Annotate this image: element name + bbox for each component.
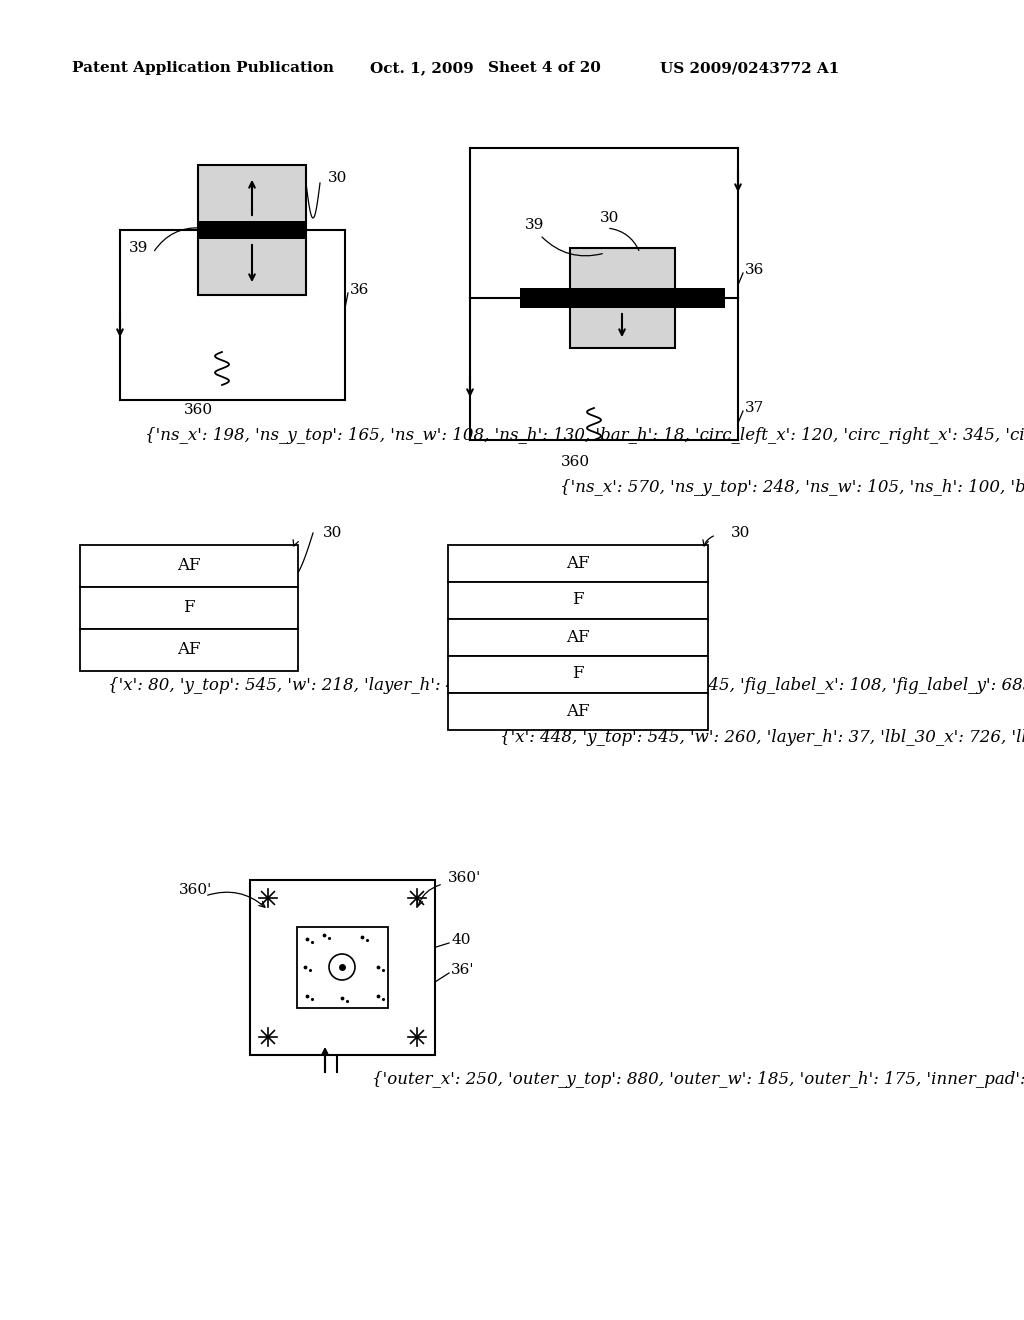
Bar <box>250 880 435 1055</box>
Text: {'x': 80, 'y_top': 545, 'w': 218, 'layer_h': 42, 'lbl_30_x': 318, 'lbl_30_y': 54: {'x': 80, 'y_top': 545, 'w': 218, 'layer… <box>108 676 1024 693</box>
Text: {'outer_x': 250, 'outer_y_top': 880, 'outer_w': 185, 'outer_h': 175, 'inner_pad': {'outer_x': 250, 'outer_y_top': 880, 'ou… <box>372 1072 1024 1089</box>
Bar <box>449 582 708 619</box>
Text: 360: 360 <box>183 403 213 417</box>
Bar <box>449 619 708 656</box>
Text: Sheet 4 of 20: Sheet 4 of 20 <box>488 61 601 75</box>
Text: F: F <box>572 591 584 609</box>
Text: F: F <box>572 665 584 682</box>
Text: 37: 37 <box>745 401 764 414</box>
Text: AF: AF <box>566 628 590 645</box>
Text: 39: 39 <box>525 218 545 232</box>
Bar <box>198 165 306 294</box>
Bar <box>80 630 298 671</box>
Text: {'x': 448, 'y_top': 545, 'w': 260, 'layer_h': 37, 'lbl_30_x': 726, 'lbl_30_y': 5: {'x': 448, 'y_top': 545, 'w': 260, 'laye… <box>500 730 1024 747</box>
Text: 30: 30 <box>328 172 347 185</box>
Text: Oct. 1, 2009: Oct. 1, 2009 <box>370 61 474 75</box>
Bar <box>570 248 675 348</box>
Text: 360': 360' <box>449 871 481 884</box>
Text: 30: 30 <box>323 525 342 540</box>
Text: 360': 360' <box>178 883 212 898</box>
Text: 36: 36 <box>745 263 764 277</box>
Text: 30: 30 <box>731 525 751 540</box>
Bar <box>449 656 708 693</box>
Text: AF: AF <box>177 557 201 574</box>
Text: {'ns_x': 570, 'ns_y_top': 248, 'ns_w': 105, 'ns_h': 100, 'bar_h': 20, 'bar_ext':: {'ns_x': 570, 'ns_y_top': 248, 'ns_w': 1… <box>560 479 1024 496</box>
Text: 360: 360 <box>560 455 590 469</box>
Bar <box>80 545 298 587</box>
Text: 40: 40 <box>451 933 470 946</box>
Text: AF: AF <box>566 702 590 719</box>
Bar <box>80 587 298 630</box>
Text: AF: AF <box>177 642 201 659</box>
Bar <box>520 288 725 308</box>
Text: 36': 36' <box>451 964 474 977</box>
Bar <box>198 220 306 239</box>
Text: 36: 36 <box>350 282 370 297</box>
Text: 30: 30 <box>600 211 620 224</box>
Text: US 2009/0243772 A1: US 2009/0243772 A1 <box>660 61 840 75</box>
Text: F: F <box>183 599 195 616</box>
Bar <box>570 308 675 348</box>
Bar <box>449 693 708 730</box>
Bar <box>198 165 306 220</box>
Text: Patent Application Publication: Patent Application Publication <box>72 61 334 75</box>
Text: {'ns_x': 198, 'ns_y_top': 165, 'ns_w': 108, 'ns_h': 130, 'bar_h': 18, 'circ_left: {'ns_x': 198, 'ns_y_top': 165, 'ns_w': 1… <box>145 426 1024 444</box>
Bar <box>198 239 306 294</box>
Text: AF: AF <box>566 554 590 572</box>
Bar <box>297 927 388 1008</box>
Bar <box>570 248 675 288</box>
Bar <box>449 545 708 582</box>
Text: 39: 39 <box>129 242 148 255</box>
